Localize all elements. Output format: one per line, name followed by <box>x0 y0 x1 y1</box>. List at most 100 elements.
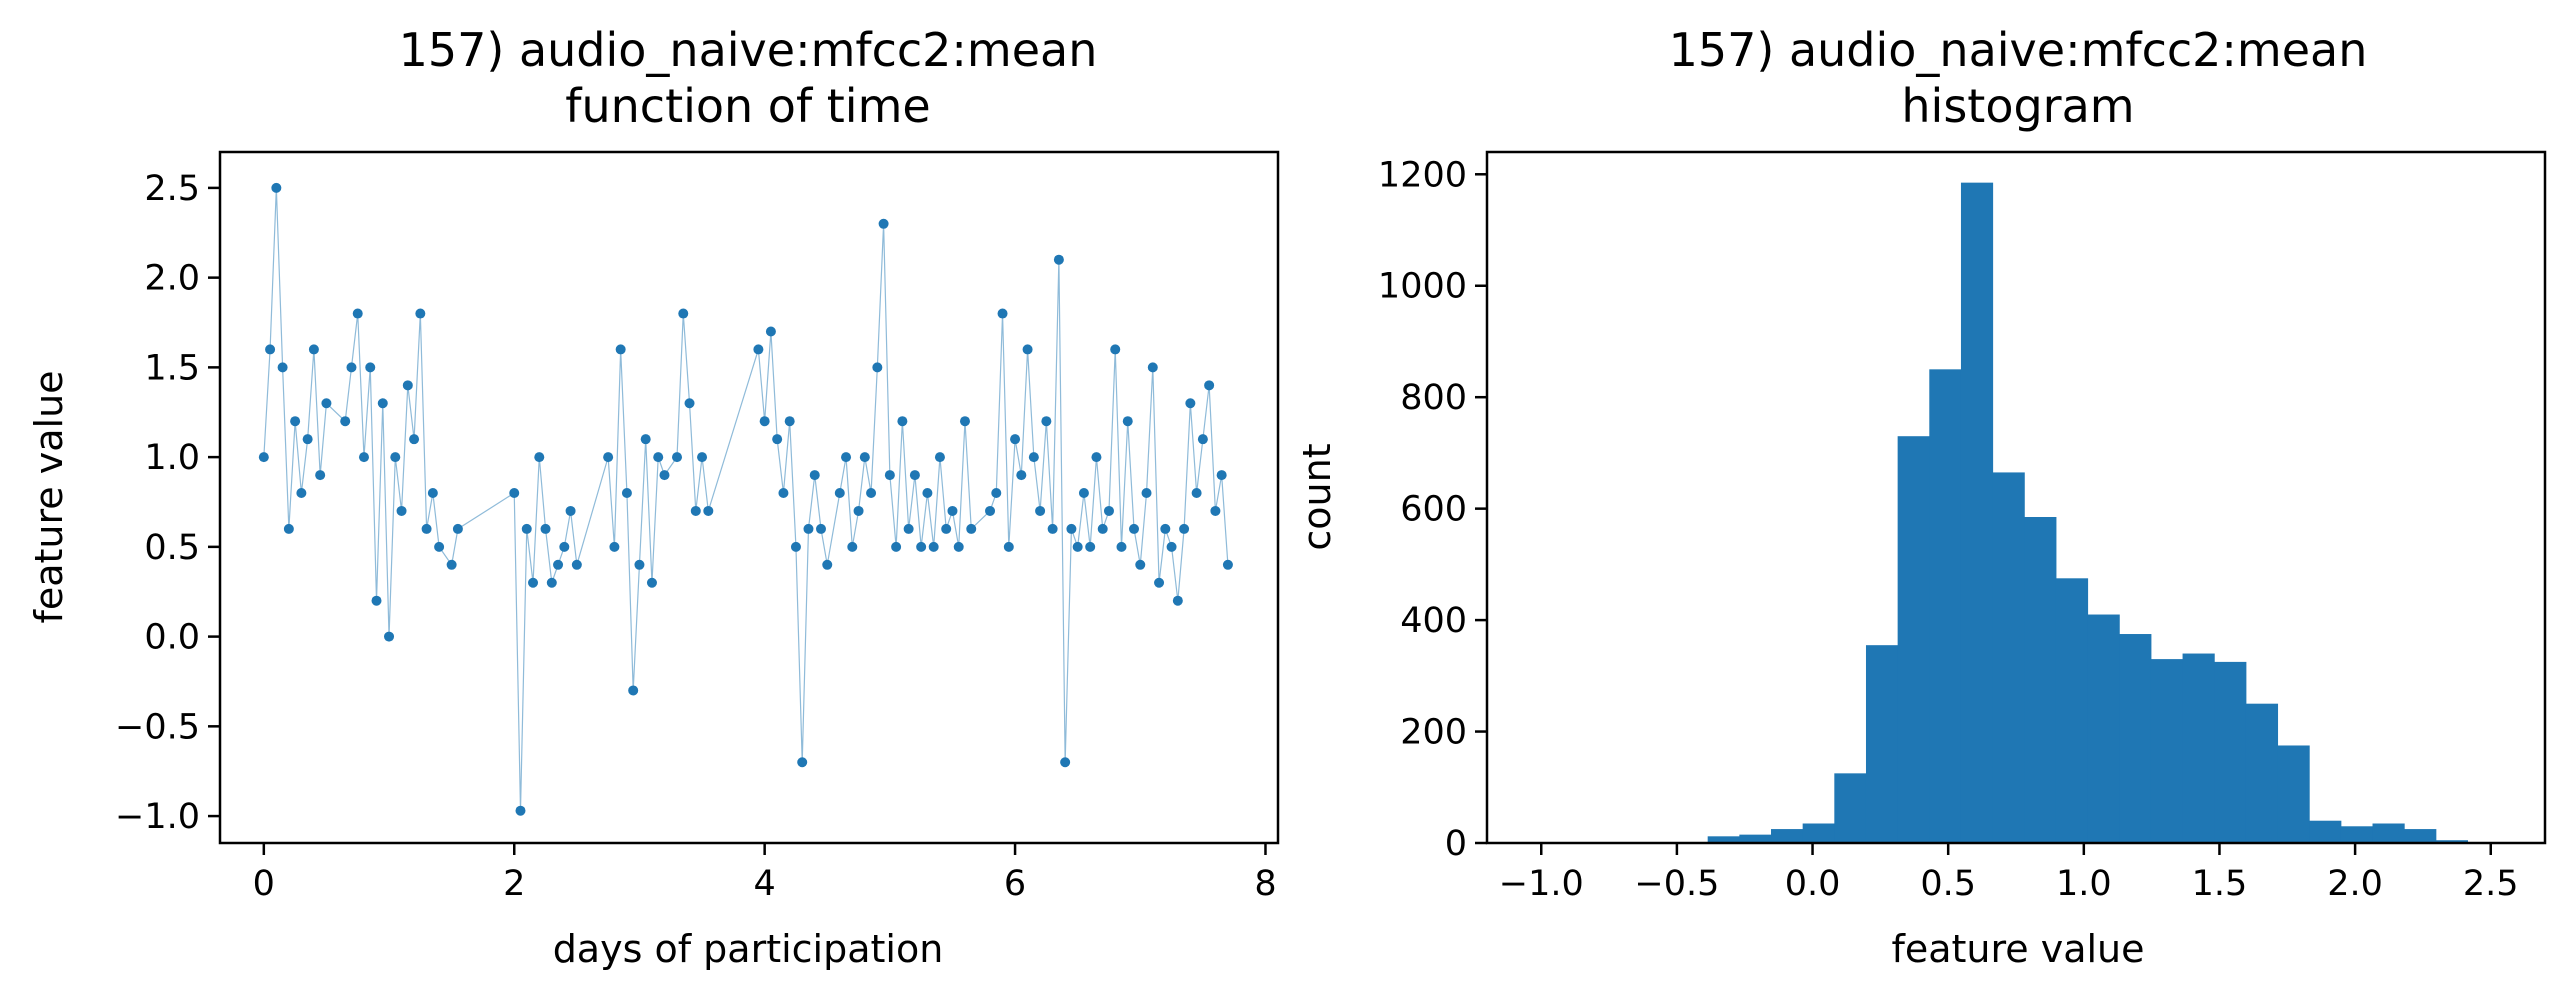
data-point <box>265 344 276 355</box>
y-tick-label: −1.0 <box>115 797 200 837</box>
data-point <box>646 577 657 588</box>
data-point <box>678 308 689 319</box>
data-point <box>1147 362 1158 373</box>
data-point <box>296 488 307 499</box>
data-point <box>1222 559 1233 570</box>
data-point <box>753 344 764 355</box>
data-point <box>1191 488 1202 499</box>
data-point <box>1141 488 1152 499</box>
data-point <box>1016 470 1027 481</box>
data-point <box>1116 541 1127 552</box>
data-point <box>1135 559 1146 570</box>
data-point <box>690 505 701 516</box>
histogram-bar <box>2055 578 2089 843</box>
data-point <box>515 805 526 816</box>
histogram-panel: 157) audio_naive:mfcc2:mean histogram −1… <box>1295 23 2547 971</box>
histogram-bar <box>1834 773 1867 843</box>
data-point <box>402 380 413 391</box>
histogram-bar <box>1960 182 1994 844</box>
y-tick-label: −0.5 <box>115 707 200 747</box>
data-point <box>866 488 877 499</box>
histogram-bar <box>2435 840 2468 843</box>
x-tick-label: 0 <box>253 864 275 904</box>
data-point <box>672 452 683 463</box>
data-point <box>1160 523 1171 534</box>
histogram-bar <box>2087 614 2120 843</box>
right-plot-area <box>1549 182 2468 844</box>
data-point <box>822 559 833 570</box>
data-point <box>897 416 908 427</box>
data-point <box>546 577 557 588</box>
data-point <box>1129 523 1140 534</box>
histogram-bar <box>2119 634 2152 843</box>
data-point <box>384 631 395 642</box>
y-tick-label: 1.0 <box>144 438 200 478</box>
left-x-axis-label: days of participation <box>553 927 944 971</box>
data-point <box>377 398 388 409</box>
data-point <box>1091 452 1102 463</box>
data-point <box>621 488 632 499</box>
left-plot-area <box>258 182 1233 816</box>
data-point <box>1078 488 1089 499</box>
data-point <box>365 362 376 373</box>
y-tick-label: 400 <box>1400 601 1467 641</box>
right-x-ticks: −1.0 −0.5 0.0 0.5 1.0 1.5 2.0 2.5 <box>1499 843 2519 904</box>
data-point <box>1166 541 1177 552</box>
data-point <box>1210 505 1221 516</box>
data-point <box>1097 523 1108 534</box>
data-point <box>916 541 927 552</box>
x-tick-label: −1.0 <box>1499 864 1584 904</box>
data-point <box>809 470 820 481</box>
histogram-bar <box>1802 823 1835 843</box>
data-point <box>1197 434 1208 445</box>
data-point <box>1035 505 1046 516</box>
data-point <box>396 505 407 516</box>
data-point <box>521 523 532 534</box>
x-tick-label: 0.5 <box>1920 864 1976 904</box>
right-y-axis-label: count <box>1295 443 1339 550</box>
histogram-bar <box>2214 661 2247 843</box>
data-point <box>609 541 620 552</box>
data-point <box>834 488 845 499</box>
x-tick-label: 2 <box>503 864 525 904</box>
data-point <box>847 541 858 552</box>
data-point <box>534 452 545 463</box>
left-title-line2: function of time <box>565 79 930 133</box>
y-tick-label: 1.5 <box>144 348 200 388</box>
data-point <box>1010 434 1021 445</box>
data-point <box>909 470 920 481</box>
data-point <box>997 308 1008 319</box>
y-tick-label: 800 <box>1400 378 1467 418</box>
data-point <box>872 362 883 373</box>
data-point <box>271 182 282 193</box>
histogram-bar <box>1929 369 1962 843</box>
data-point <box>1003 541 1014 552</box>
data-point <box>1047 523 1058 534</box>
histogram-bar <box>2182 653 2215 843</box>
x-tick-label: 1.5 <box>2192 864 2248 904</box>
histogram-bar <box>2277 745 2310 843</box>
x-tick-label: 2.5 <box>2463 864 2519 904</box>
data-point <box>308 344 319 355</box>
data-point <box>315 470 326 481</box>
y-tick-label: 0.0 <box>144 618 200 658</box>
data-point <box>1154 577 1165 588</box>
left-x-ticks: 0 2 4 6 8 <box>253 843 1277 904</box>
data-point <box>277 362 288 373</box>
x-tick-label: 0.0 <box>1785 864 1841 904</box>
data-point <box>452 523 463 534</box>
data-point <box>340 416 351 427</box>
data-point <box>884 470 895 481</box>
x-tick-label: 1.0 <box>2056 864 2112 904</box>
data-point <box>409 434 420 445</box>
data-point <box>1172 595 1183 606</box>
data-point <box>778 488 789 499</box>
data-point <box>553 559 564 570</box>
data-point <box>1085 541 1096 552</box>
y-tick-label: 0.5 <box>144 528 200 568</box>
data-point <box>653 452 664 463</box>
data-point <box>659 470 670 481</box>
right-y-ticks: 0 200 400 600 800 1000 1200 <box>1378 155 1487 864</box>
left-axes-frame <box>218 150 1280 845</box>
y-tick-label: 200 <box>1400 713 1467 753</box>
